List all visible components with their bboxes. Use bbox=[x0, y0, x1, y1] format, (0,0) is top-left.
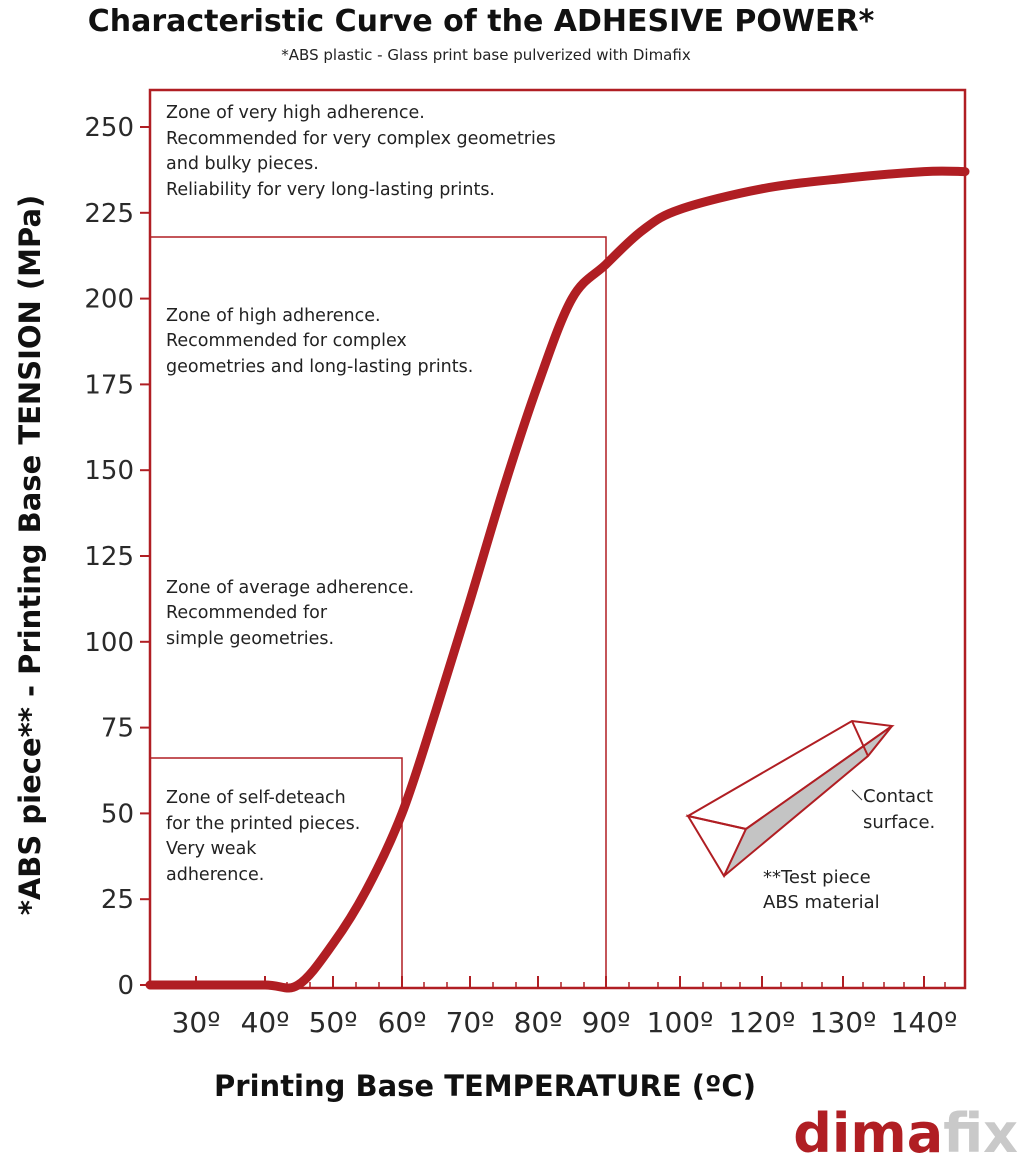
zone-very-high-line-4: Reliability for very long-lasting prints… bbox=[166, 180, 495, 200]
y-tick-label: 250 bbox=[84, 113, 134, 143]
test-piece-illustration: Contact surface. **Test piece ABS materi… bbox=[685, 719, 935, 913]
zone-boundary-high bbox=[150, 236, 607, 988]
zone-self-detach-line-2: for the printed pieces. bbox=[166, 814, 360, 834]
zone-average-text: Zone of average adherence. Recommended f… bbox=[166, 578, 414, 649]
logo-part-fix: fix bbox=[943, 1102, 1018, 1162]
x-tick-label: 90º bbox=[582, 1006, 631, 1039]
y-tick-label: 100 bbox=[84, 628, 134, 658]
zone-self-detach-line-4: adherence. bbox=[166, 865, 264, 885]
x-axis: 30º 40º 50º 60º 70º 80º 90º 100º 120º 130º 140º bbox=[172, 976, 958, 1039]
y-tick-label: 0 bbox=[117, 971, 134, 1001]
zone-very-high-text: Zone of very high adherence. Recommended… bbox=[166, 103, 556, 200]
test-piece-label-1: **Test piece bbox=[763, 867, 871, 888]
y-tick-label: 75 bbox=[101, 714, 134, 744]
zone-very-high-line-3: and bulky pieces. bbox=[166, 154, 319, 174]
y-axis: 0 25 50 75 100 125 150 175 200 225 250 bbox=[84, 113, 150, 1001]
logo-part-dima: dima bbox=[793, 1102, 943, 1162]
chart-title: Characteristic Curve of the ADHESIVE POW… bbox=[88, 4, 875, 39]
y-tick-label: 25 bbox=[101, 885, 134, 915]
x-tick-label: 70º bbox=[446, 1006, 495, 1039]
plot-frame bbox=[148, 88, 967, 990]
zone-self-detach-line-1: Zone of self-deteach bbox=[166, 788, 346, 808]
zone-high-line-3: geometries and long-lasting prints. bbox=[166, 357, 473, 377]
x-tick-label: 40º bbox=[241, 1006, 290, 1039]
x-tick-label: 30º bbox=[172, 1006, 221, 1039]
x-tick-label: 60º bbox=[378, 1006, 427, 1039]
y-tick-label: 175 bbox=[84, 370, 134, 400]
x-tick-label: 120º bbox=[729, 1006, 796, 1039]
y-tick-label: 200 bbox=[84, 285, 134, 315]
x-axis-label: Printing Base TEMPERATURE (ºC) bbox=[214, 1069, 756, 1103]
zone-very-high-line-2: Recommended for very complex geometries bbox=[166, 129, 556, 149]
y-axis-label: *ABS piece** - Printing Base TENSION (MP… bbox=[13, 195, 47, 916]
dimafix-logo: dimafix bbox=[793, 1102, 1018, 1162]
zone-high-text: Zone of high adherence. Recommended for … bbox=[166, 306, 473, 377]
x-tick-label: 130º bbox=[810, 1006, 877, 1039]
contact-surface-label-1: Contact bbox=[863, 786, 933, 807]
x-tick-label: 140º bbox=[891, 1006, 958, 1039]
y-tick-label: 150 bbox=[84, 456, 134, 486]
x-tick-label: 50º bbox=[309, 1006, 358, 1039]
y-tick-label: 125 bbox=[84, 542, 134, 572]
zone-boundary-self-detach bbox=[150, 757, 403, 988]
zone-high-line-2: Recommended for complex bbox=[166, 331, 407, 351]
zone-average-line-2: Recommended for bbox=[166, 603, 328, 623]
dimafix-logo-text: dimafix bbox=[793, 1102, 1018, 1162]
adhesive-power-curve bbox=[145, 166, 970, 993]
zone-average-line-3: simple geometries. bbox=[166, 629, 334, 649]
test-piece-edge bbox=[851, 720, 869, 757]
zone-self-detach-text: Zone of self-deteach for the printed pie… bbox=[166, 788, 360, 885]
chart-subtitle: *ABS plastic - Glass print base pulveriz… bbox=[281, 46, 691, 64]
test-piece-label-2: ABS material bbox=[763, 892, 880, 913]
zone-very-high-line-1: Zone of very high adherence. bbox=[166, 103, 425, 123]
zone-average-line-1: Zone of average adherence. bbox=[166, 578, 414, 598]
x-tick-label: 100º bbox=[647, 1006, 714, 1039]
y-tick-label: 50 bbox=[101, 799, 134, 829]
contact-surface-pointer bbox=[851, 789, 863, 801]
zone-self-detach-line-3: Very weak bbox=[166, 839, 257, 859]
zone-high-line-1: Zone of high adherence. bbox=[166, 306, 381, 326]
contact-surface-label-2: surface. bbox=[863, 812, 935, 833]
y-tick-label: 225 bbox=[84, 199, 134, 229]
x-tick-label: 80º bbox=[514, 1006, 563, 1039]
